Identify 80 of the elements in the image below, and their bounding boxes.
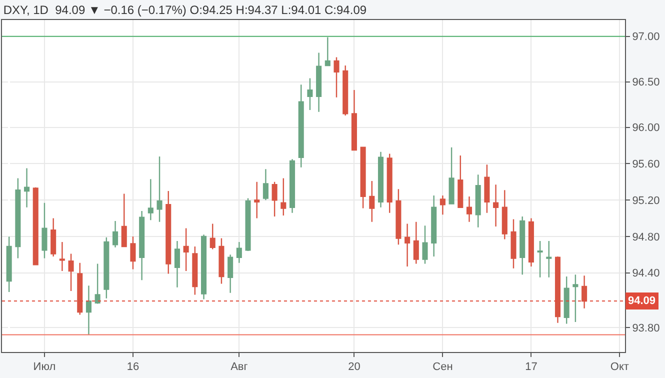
- candlestick: [24, 168, 30, 208]
- candlestick: [166, 190, 172, 274]
- y-tick-label: 96.50: [632, 76, 660, 89]
- candlestick: [201, 234, 207, 300]
- candlestick: [316, 52, 322, 112]
- candlestick: [32, 186, 38, 266]
- candlestick: [413, 221, 419, 264]
- candlestick: [528, 218, 534, 268]
- x-tick-label: 17: [525, 361, 538, 374]
- candlestick: [351, 89, 357, 151]
- candlestick: [130, 236, 136, 270]
- candlestick: [502, 189, 508, 240]
- candlestick: [334, 56, 340, 98]
- candlestick: [386, 153, 392, 214]
- y-tick-label: 94.40: [632, 268, 660, 280]
- candlestick: [537, 240, 543, 278]
- candlestick: [272, 181, 278, 218]
- candlestick: [42, 202, 48, 259]
- candlestick: [475, 174, 481, 228]
- candlestick: [262, 168, 268, 201]
- y-tick-label: 94.80: [632, 231, 660, 244]
- candlestick: [510, 218, 516, 269]
- candlestick: [192, 246, 198, 296]
- candlestick: [466, 196, 472, 223]
- candlestick: [148, 178, 154, 221]
- candlestick: [174, 240, 180, 288]
- candlestick: [139, 210, 145, 281]
- candlestick: [254, 181, 260, 219]
- candlestick: [360, 146, 366, 209]
- candlestick: [86, 285, 92, 336]
- candlestick: [378, 151, 384, 208]
- candlestick: [183, 228, 189, 272]
- y-tick-label: 95.20: [632, 194, 660, 207]
- candlestick: [572, 274, 578, 323]
- candlestick: [440, 194, 446, 216]
- candlestick: [50, 218, 56, 258]
- candlestick: [484, 164, 490, 214]
- candlestick: [245, 198, 251, 252]
- candlestick: [493, 184, 499, 228]
- x-tick-label: Июл: [33, 361, 56, 374]
- candlestick: [104, 236, 110, 299]
- y-tick-label: 95.60: [632, 158, 660, 171]
- x-tick-label: Сен: [432, 361, 453, 374]
- y-tick-label: 96.00: [632, 122, 660, 134]
- candlestick: [121, 193, 127, 248]
- x-tick-label: Окт: [610, 361, 629, 374]
- x-tick-label: 16: [126, 361, 140, 374]
- candlestick: [520, 216, 526, 276]
- candlestick: [59, 241, 65, 272]
- y-tick-label: 97.00: [632, 31, 660, 44]
- candlestick: [369, 180, 375, 223]
- candlestick: [236, 241, 242, 264]
- candlestick: [280, 178, 286, 216]
- candlestick: [112, 220, 118, 248]
- candlestick: [289, 158, 296, 214]
- candlestick: [458, 154, 464, 208]
- y-tick-label: 93.80: [632, 322, 660, 334]
- candlestick: [564, 276, 570, 324]
- candlestick: [307, 78, 313, 111]
- candlestick: [94, 263, 100, 304]
- candlestick: [68, 253, 74, 292]
- candlestick: [396, 188, 402, 246]
- candlestick: [298, 84, 304, 168]
- candlestick: [448, 146, 454, 204]
- candlestick: [228, 254, 234, 294]
- candlestick: [324, 36, 330, 66]
- candlestick: [156, 156, 162, 223]
- candlestick: [6, 236, 12, 293]
- candlestick: [218, 238, 224, 284]
- x-tick-label: Авг: [230, 361, 248, 374]
- candlestick: [422, 224, 428, 264]
- candlestick: [404, 223, 410, 268]
- candlestick: [210, 223, 216, 250]
- chart-title: DXY, 1D 94.09 ▼ −0.16 (−0.17%) O:94.25 H:94.37 L:94.01 C:94.09: [3, 3, 367, 18]
- candlestick: [342, 64, 348, 116]
- candlestick: [431, 194, 437, 258]
- ref-line-label: 94.09: [628, 295, 656, 307]
- candlestick: [15, 178, 21, 259]
- x-tick-label: 20: [348, 361, 360, 374]
- candlestick: [546, 240, 552, 278]
